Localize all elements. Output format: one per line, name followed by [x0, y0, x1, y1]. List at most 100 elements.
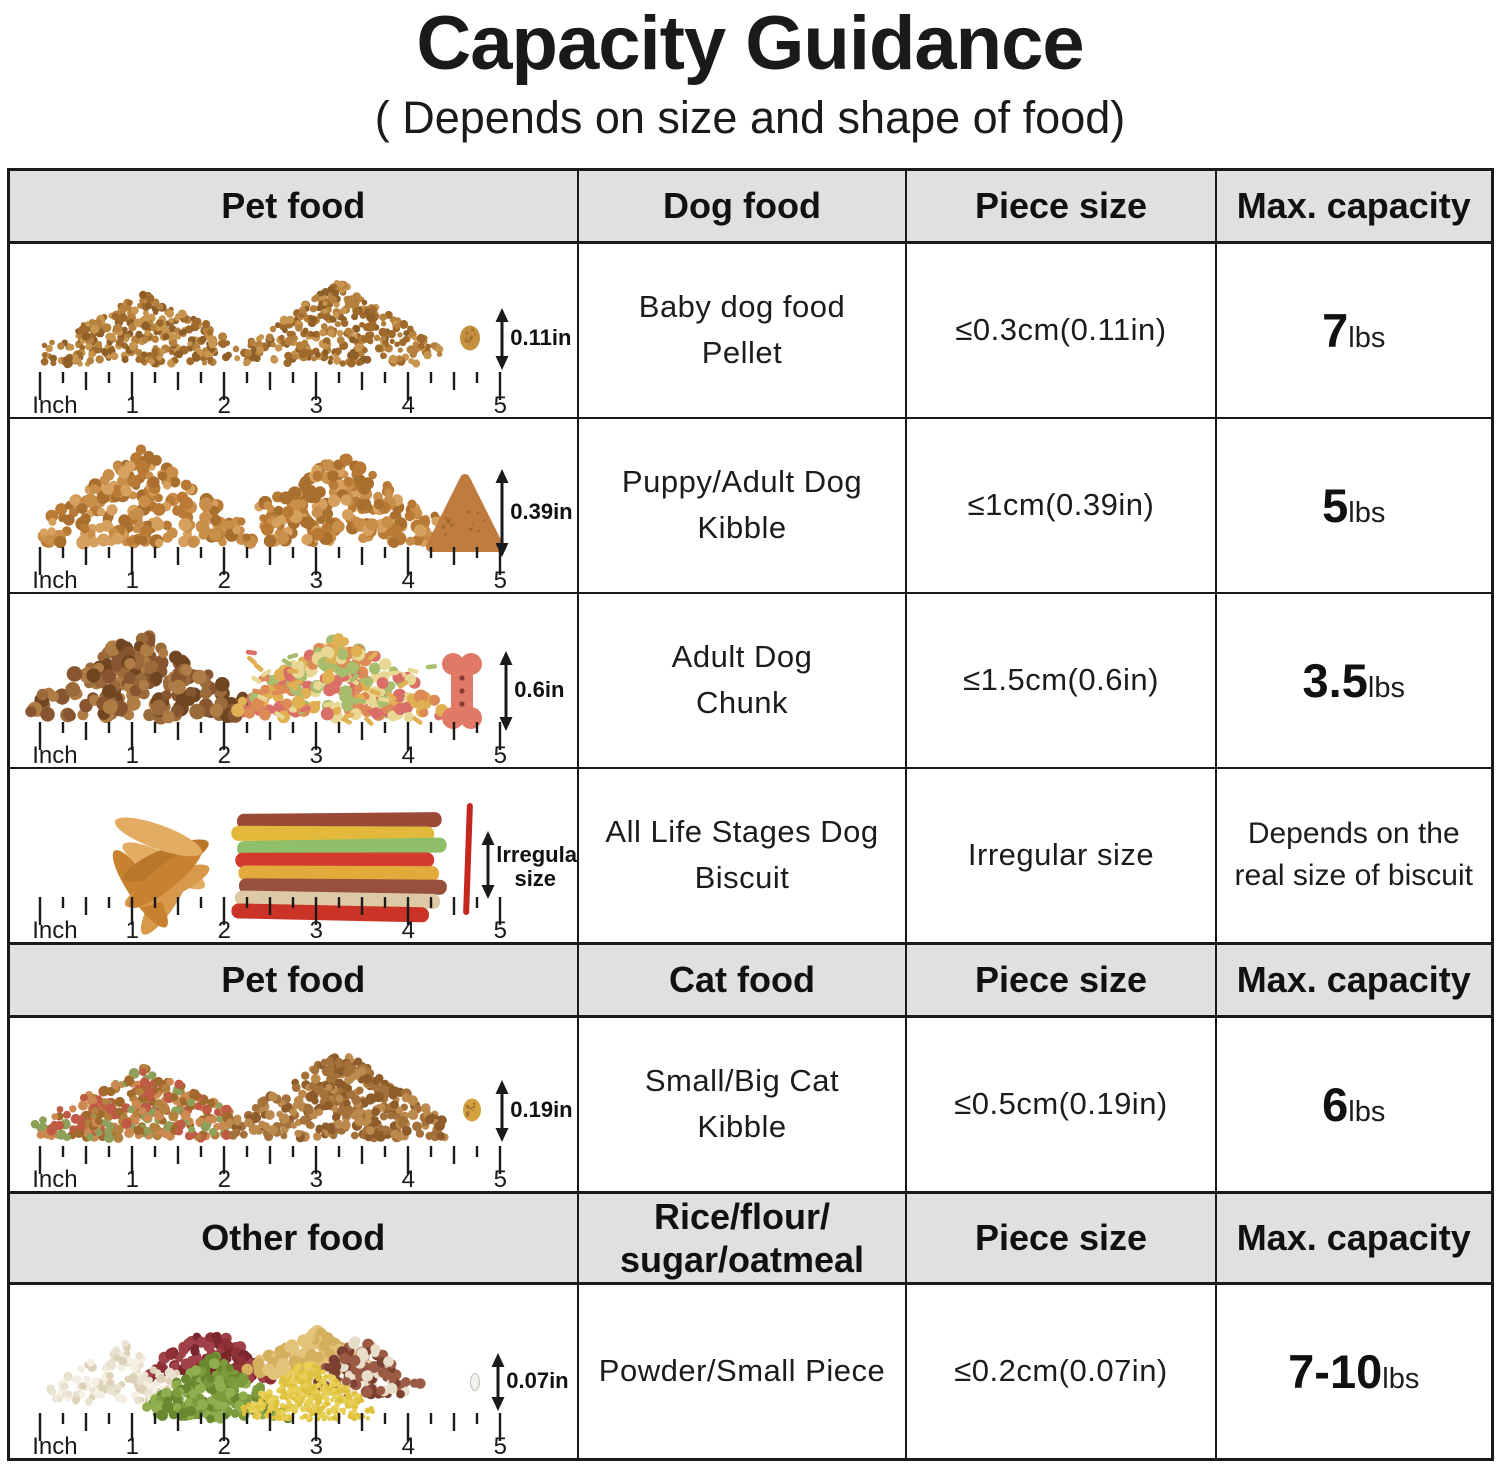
- capacity-unit: lbs: [1382, 1362, 1420, 1395]
- size-arrow-icon: [495, 468, 509, 557]
- ruler-number: 2: [217, 391, 231, 418]
- table-header-cell: Pet food: [7, 941, 579, 1018]
- ruler-number: 1: [125, 916, 139, 944]
- pet-food-illustration: 0.6in Inch 1 2 3 4 5: [10, 596, 576, 768]
- ruler-number: 3: [309, 741, 323, 768]
- ruler-number: 2: [217, 566, 231, 593]
- ruler-number: 4: [401, 916, 415, 944]
- ruler-number: 4: [401, 1432, 415, 1460]
- size-arrow-icon: [499, 650, 513, 731]
- size-label: 0.11in: [510, 324, 572, 350]
- table-header-cell: Piece size: [905, 167, 1217, 244]
- pet-food-illustration: lrregular size Inch 1 2 3 4 5: [10, 771, 576, 941]
- table-header-cell: Dog food: [577, 167, 907, 244]
- inch-ruler-icon: [39, 896, 502, 925]
- piece-size-value: ≤0.3cm(0.11in): [955, 312, 1167, 348]
- food-name: Puppy/Adult Dog Kibble: [621, 463, 863, 546]
- capacity-text: Depends on the real size of biscuit: [1234, 817, 1473, 893]
- ruler-number: 3: [309, 391, 323, 418]
- page-title: Capacity Guidance: [416, 1, 1084, 86]
- max-capacity-cell: 7-10lbs: [1215, 1282, 1493, 1461]
- max-capacity-cell: 3.5lbs: [1215, 591, 1493, 769]
- inch-ruler-icon: [39, 721, 502, 750]
- illustration-dog_chunks: [25, 630, 513, 750]
- inch-ruler-icon: [39, 546, 502, 575]
- capacity-unit: lbs: [1348, 1095, 1386, 1128]
- piece-size-cell: ≤0.5cm(0.19in): [905, 1015, 1217, 1194]
- table-header-cell: Piece size: [905, 1190, 1217, 1285]
- capacity-value: 3.5lbs: [1218, 653, 1490, 708]
- ruler-unit-label: Inch: [32, 741, 78, 768]
- piece-size-cell: ≤0.3cm(0.11in): [905, 241, 1217, 419]
- capacity-number: 3.5: [1302, 653, 1368, 707]
- piece-size-cell: Irregular size: [905, 766, 1217, 945]
- ruler-number: 4: [401, 1165, 415, 1193]
- illustration-dog_biscuits: [39, 802, 502, 935]
- capacity-number: 5: [1322, 478, 1349, 532]
- illustration-grains: [39, 1324, 505, 1441]
- pet-food-art-cell: 0.07in Inch 1 2 3 4 5: [7, 1282, 579, 1461]
- max-capacity-cell: 6lbs: [1215, 1015, 1493, 1194]
- piece-size-value: ≤0.2cm(0.07in): [954, 1353, 1168, 1389]
- ruler-number: 5: [493, 741, 507, 768]
- ruler-number: 1: [125, 566, 139, 593]
- max-capacity-cell: Depends on the real size of biscuit: [1215, 766, 1493, 945]
- ruler-number: 3: [309, 566, 323, 593]
- size-label: 0.6in: [514, 676, 565, 702]
- pet-food-art-cell: 0.6in Inch 1 2 3 4 5: [7, 591, 579, 769]
- capacity-number: 7-10: [1288, 1344, 1383, 1398]
- food-name-cell: Adult Dog Chunk: [577, 591, 907, 769]
- ruler-number: 2: [217, 1432, 231, 1460]
- ruler-number: 1: [125, 1432, 139, 1460]
- size-arrow-icon: [495, 1079, 509, 1142]
- piece-size-cell: ≤1.5cm(0.6in): [905, 591, 1217, 769]
- ruler-number: 1: [125, 391, 139, 418]
- table-header-cell: Pet food: [7, 167, 579, 244]
- max-capacity-cell: 7lbs: [1215, 241, 1493, 419]
- ruler-number: 2: [217, 1165, 231, 1193]
- size-arrow-icon: [495, 307, 509, 370]
- capacity-value: 7lbs: [1218, 303, 1490, 358]
- pet-food-art-cell: lrregular size Inch 1 2 3 4 5: [7, 766, 579, 945]
- table-header-cell: Cat food: [577, 941, 907, 1018]
- ruler-number: 3: [309, 1432, 323, 1460]
- inch-ruler-icon: [39, 371, 502, 400]
- table-header-cell: Max. capacity: [1215, 941, 1493, 1018]
- food-name-cell: Baby dog food Pellet: [577, 241, 907, 419]
- table-header-cell: Other food: [7, 1190, 579, 1285]
- table-header-cell: Piece size: [905, 941, 1217, 1018]
- capacity-guidance-table: Pet food Dog food Piece size Max. capacity 0…: [6, 167, 1494, 1461]
- capacity-unit: lbs: [1348, 496, 1386, 529]
- food-name: All Life Stages Dog Biscuit: [605, 813, 879, 896]
- pet-food-illustration: 0.19in Inch 1 2 3 4 5: [10, 1020, 576, 1190]
- ruler-number: 2: [217, 916, 231, 944]
- ruler-number: 3: [309, 916, 323, 944]
- pet-food-illustration: 0.39in Inch 1 2 3 4 5: [10, 421, 576, 593]
- max-capacity-cell: 5lbs: [1215, 416, 1493, 594]
- ruler-unit-label: Inch: [32, 566, 78, 593]
- piece-size-cell: ≤1cm(0.39in): [905, 416, 1217, 594]
- ruler-number: 4: [401, 566, 415, 593]
- pet-food-illustration: 0.11in Inch 1 2 3 4 5: [10, 246, 576, 418]
- ruler-number: 5: [493, 566, 507, 593]
- capacity-number: 6: [1322, 1077, 1349, 1131]
- ruler-number: 4: [401, 741, 415, 768]
- food-name: Small/Big Cat Kibble: [644, 1062, 840, 1145]
- food-name-cell: Puppy/Adult Dog Kibble: [577, 416, 907, 594]
- ruler-number: 1: [125, 1165, 139, 1193]
- ruler-unit-label: Inch: [32, 916, 78, 944]
- illustration-baby_pellets: [39, 279, 509, 400]
- ruler-unit-label: Inch: [32, 391, 78, 418]
- size-label: 0.07in: [506, 1367, 569, 1393]
- food-name: Powder/Small Piece: [598, 1353, 886, 1389]
- size-label: 0.39in: [510, 498, 573, 524]
- table-header-cell: Max. capacity: [1215, 1190, 1493, 1285]
- inch-ruler-icon: [39, 1145, 502, 1174]
- food-name: Baby dog food Pellet: [638, 288, 846, 371]
- ruler-number: 1: [125, 741, 139, 768]
- ruler-number: 5: [493, 916, 507, 944]
- capacity-unit: lbs: [1367, 671, 1405, 704]
- capacity-value: 6lbs: [1218, 1077, 1490, 1132]
- ruler-unit-label: Inch: [32, 1432, 78, 1460]
- size-arrow-icon: [491, 1352, 505, 1411]
